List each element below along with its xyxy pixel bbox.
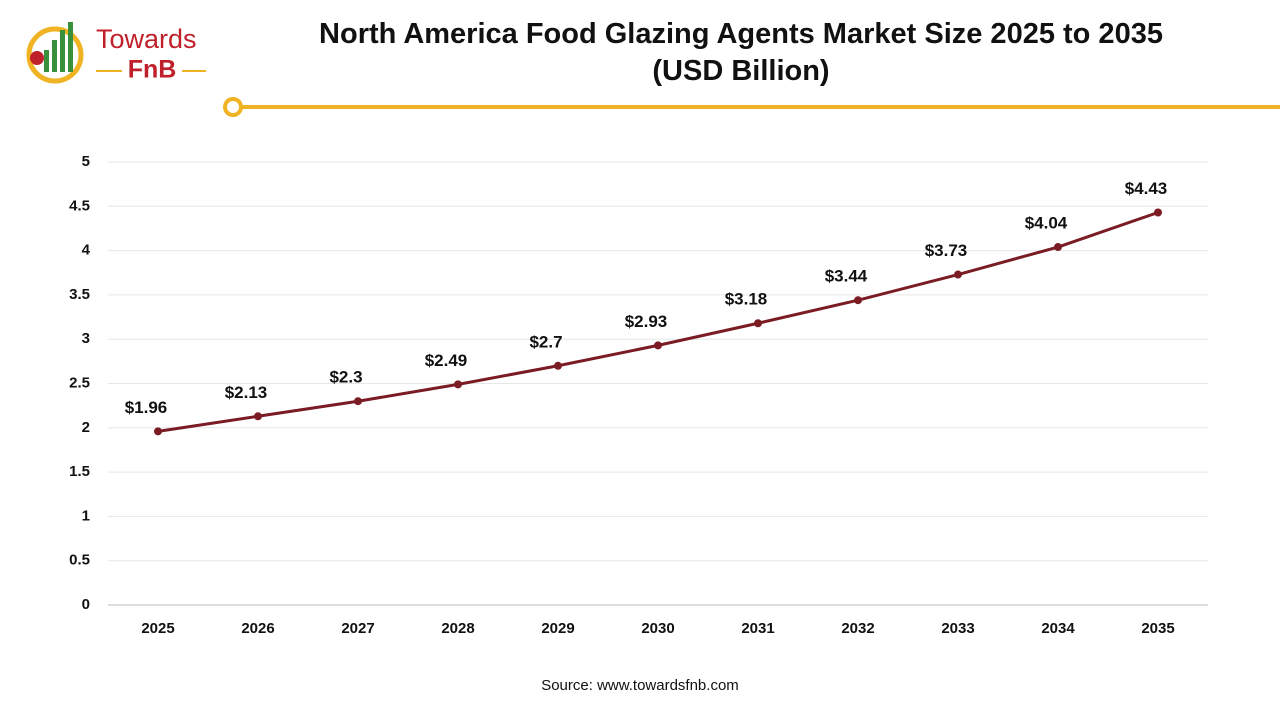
point (654, 341, 662, 350)
y-tick-label: 0.5 (69, 552, 90, 569)
point (154, 427, 162, 436)
point (454, 380, 462, 389)
chart-title: North America Food Glazing Agents Market… (319, 18, 1163, 87)
x-tick-label: 2027 (341, 620, 374, 637)
y-tick-label: 2 (82, 419, 90, 436)
point (1054, 243, 1062, 252)
y-tick-label: 0 (82, 596, 90, 613)
value-label: $2.49 (425, 351, 468, 370)
value-label: $3.73 (925, 241, 968, 260)
source: Source: www.towardsfnb.com (541, 677, 739, 694)
x-tick-label: 2031 (741, 620, 774, 637)
y-tick-label: 1.5 (69, 463, 90, 480)
value-label: $2.7 (529, 332, 562, 351)
y-tick-label: 3 (82, 330, 90, 347)
x-tick-label: 2026 (241, 620, 274, 637)
point (354, 397, 362, 406)
point (254, 412, 262, 421)
logo-dot (30, 51, 44, 65)
logo-bar (60, 30, 65, 72)
y-tick-label: 4.5 (69, 197, 90, 214)
y-tick-label: 3.5 (69, 286, 90, 303)
value-label: $2.93 (625, 312, 668, 331)
point (754, 319, 762, 328)
x-tick-label: 2025 (141, 620, 174, 637)
logo-ring (26, 26, 84, 84)
x-tick-label: 2035 (1141, 620, 1174, 637)
logo: Towards FnB (26, 22, 206, 84)
value-label: $2.13 (225, 383, 268, 402)
point (954, 270, 962, 279)
value-label: $4.04 (1025, 214, 1068, 233)
logo-bar (44, 50, 49, 72)
logo-bar (68, 22, 73, 72)
point (1154, 208, 1162, 217)
x-tick-label: 2034 (1041, 620, 1075, 637)
y-tick-label: 4 (82, 242, 91, 259)
x-tick-label: 2033 (941, 620, 974, 637)
point (554, 361, 562, 370)
y-tick-label: 5 (82, 153, 90, 170)
value-label: $4.43 (1125, 179, 1168, 198)
logo-text: Towards (96, 24, 197, 54)
value-label: $3.44 (825, 267, 868, 286)
y-tick-label: 2.5 (69, 374, 90, 391)
header-rule-dot (223, 97, 243, 117)
logo-text: FnB (128, 56, 177, 84)
x-tick-label: 2029 (541, 620, 574, 637)
logo-bar (52, 40, 57, 72)
value-label: $2.3 (329, 368, 362, 387)
value-label: $1.96 (125, 398, 168, 417)
x-tick-label: 2030 (641, 620, 674, 637)
point (854, 296, 862, 305)
x-tick-label: 2032 (841, 620, 874, 637)
x-tick-label: 2028 (441, 620, 474, 637)
value-label: $3.18 (725, 290, 768, 309)
y-tick-label: 1 (82, 507, 90, 524)
